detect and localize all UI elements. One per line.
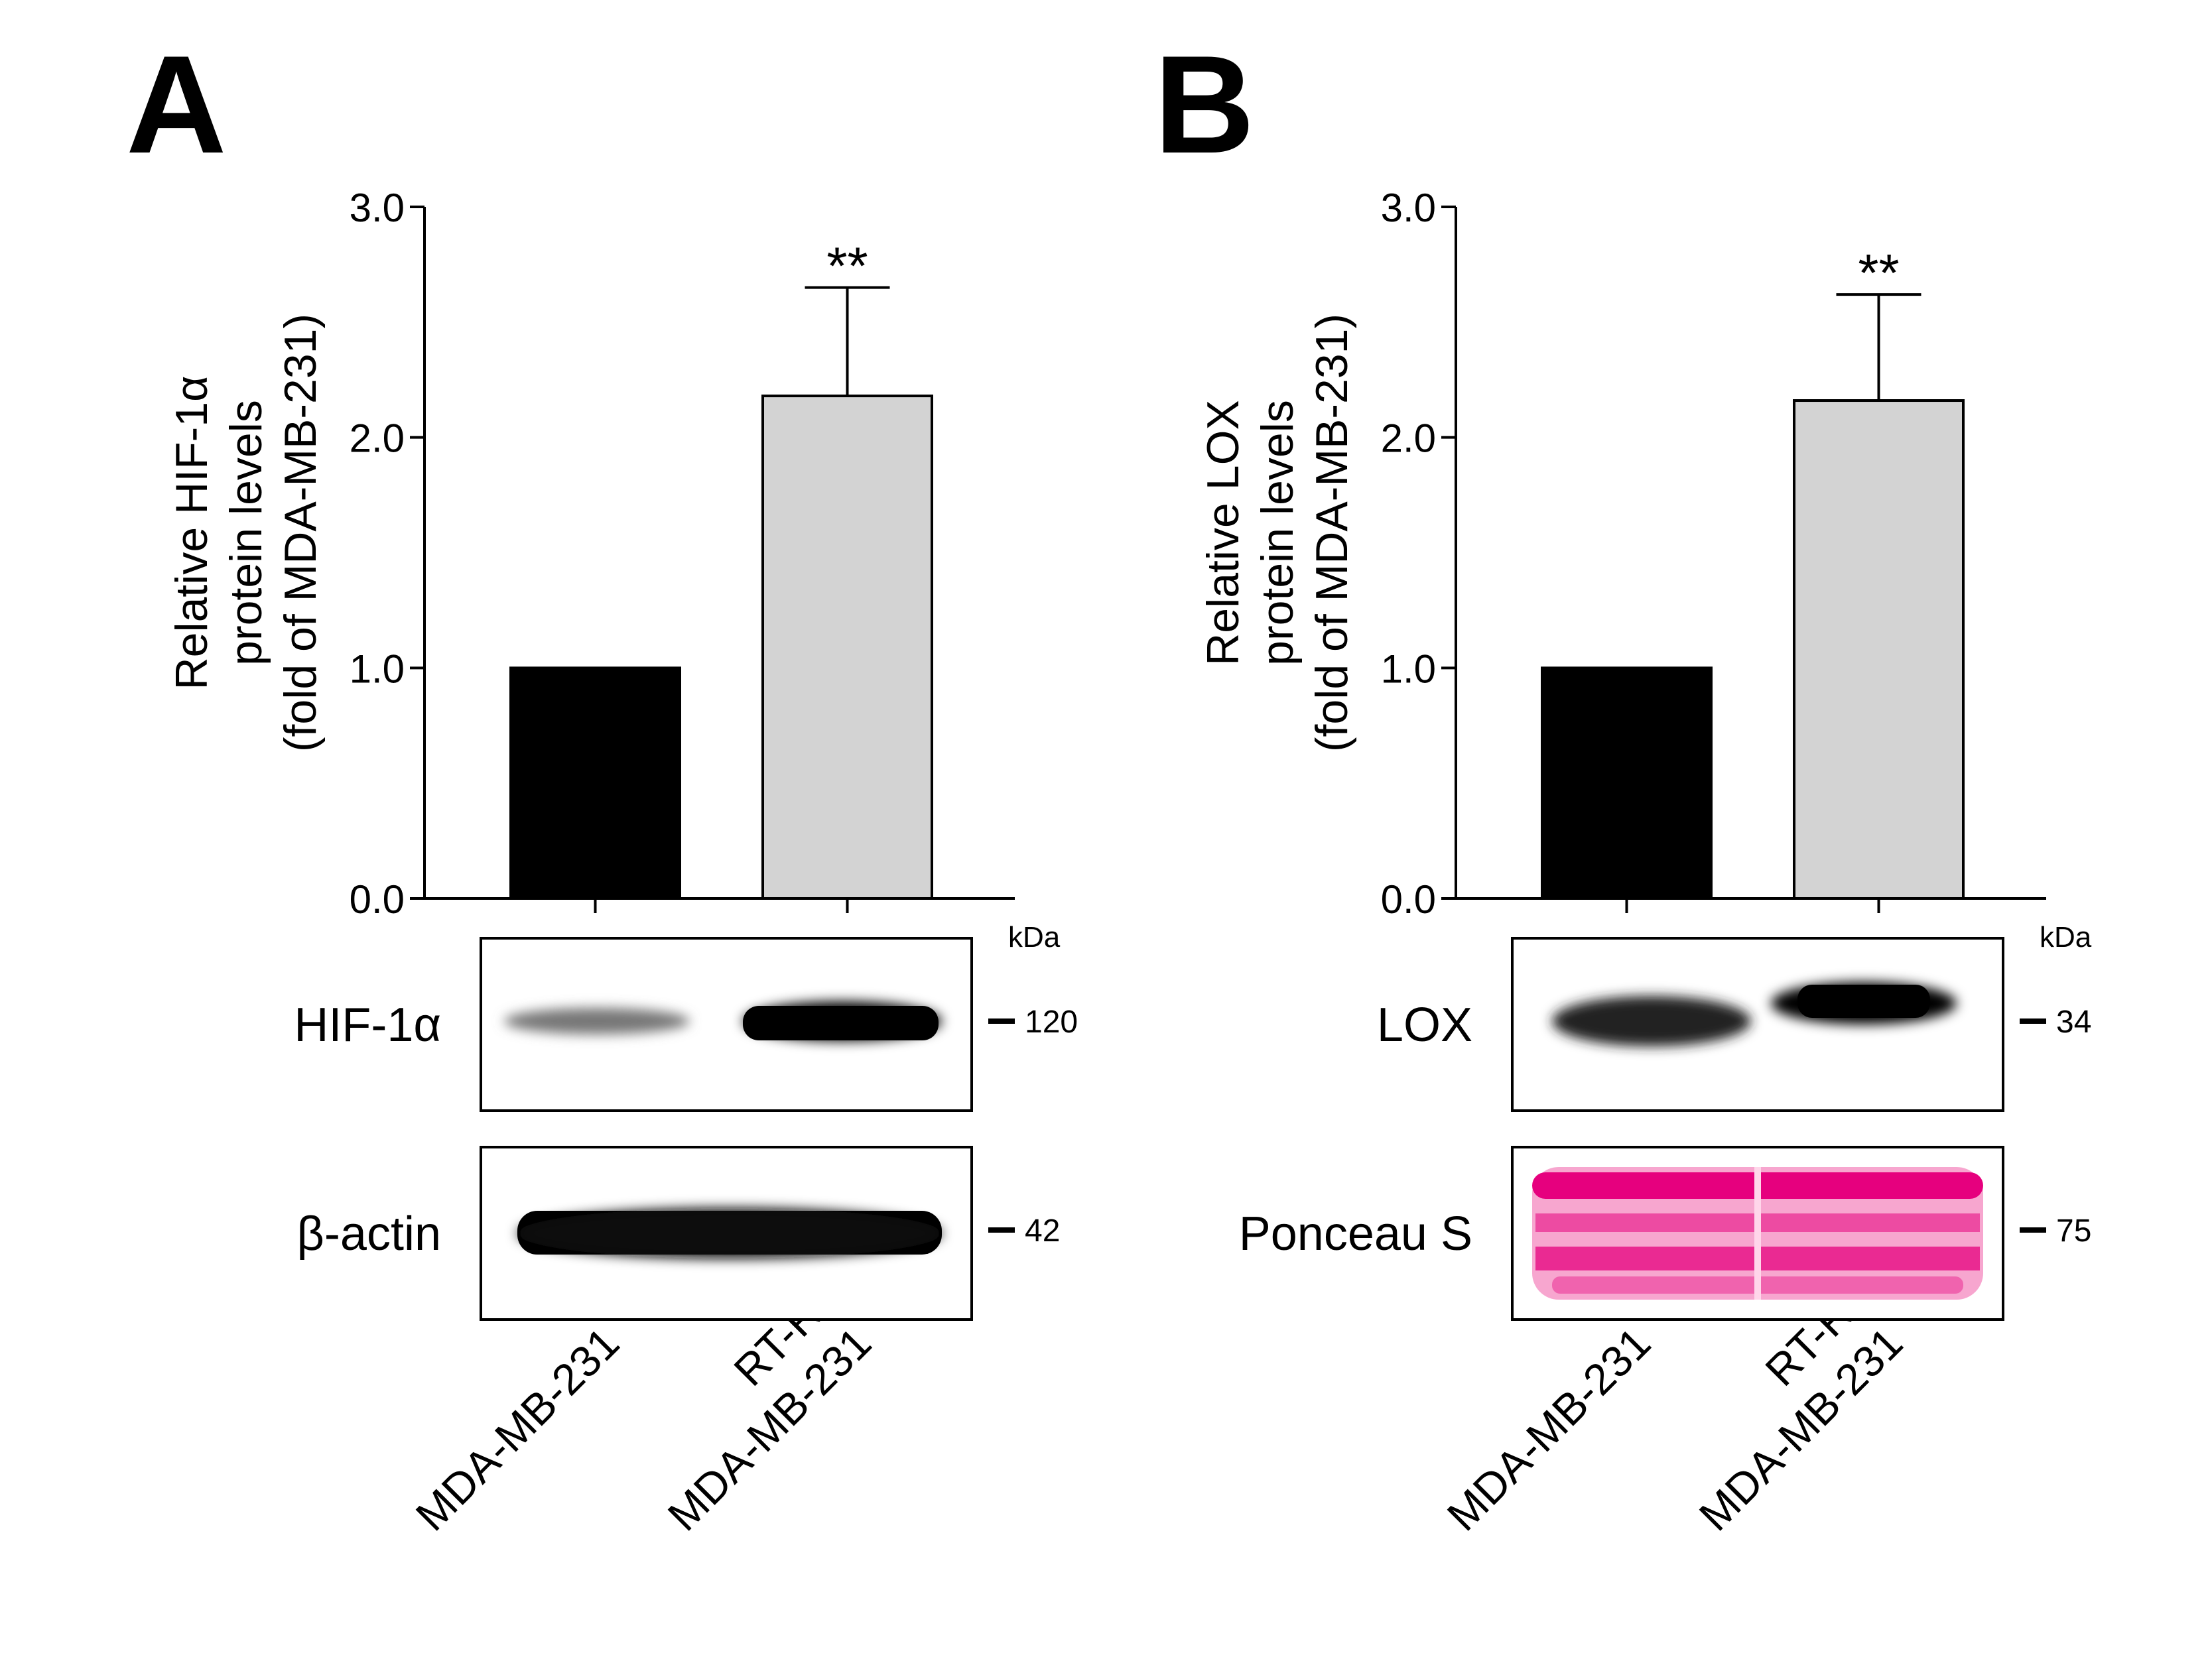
- panel-letter: A: [126, 27, 227, 182]
- blot-label: LOX: [1377, 999, 1472, 1052]
- blot-band: [743, 1006, 939, 1040]
- y-axis-label-line: (fold of MDA-MB-231): [275, 314, 326, 752]
- kda-marker-value: 34: [2056, 1005, 2091, 1040]
- blot-frame: [480, 1146, 973, 1321]
- panel-letter: B: [1154, 27, 1255, 182]
- y-axis-label-line: (fold of MDA-MB-231): [1307, 314, 1357, 752]
- significance-label: **: [1858, 243, 1899, 302]
- y-axis-label: Relative LOXprotein levels(fold of MDA-M…: [1198, 314, 1357, 752]
- blot-frame: [1511, 1146, 2004, 1321]
- y-axis-label-line: Relative LOX: [1198, 400, 1248, 666]
- y-axis-label-line: protein levels: [221, 400, 271, 666]
- bar: [761, 395, 933, 900]
- blot-band: [517, 1208, 942, 1259]
- kda-label: kDa: [2040, 921, 2092, 954]
- blot-band: [504, 1008, 690, 1034]
- bar: [509, 666, 681, 900]
- bar: [1541, 666, 1713, 900]
- significance-label: **: [826, 237, 868, 296]
- blot-frame: [1511, 937, 2004, 1112]
- y-tick-label: 3.0: [350, 186, 405, 230]
- blot-frame: [480, 937, 973, 1112]
- kda-marker-value: 75: [2056, 1213, 2091, 1249]
- blot-panel: [480, 1146, 973, 1321]
- x-category-label: MDA-MB-231: [1437, 1318, 1659, 1540]
- x-category-label-line: MDA-MB-231: [406, 1318, 628, 1540]
- kda-label: kDa: [1008, 921, 1061, 954]
- blot-panel: [1511, 1146, 2004, 1321]
- blot-band: [1797, 985, 1930, 1018]
- bar: [1793, 399, 1965, 900]
- blot-label: Ponceau S: [1239, 1207, 1472, 1261]
- y-axis-label: Relative HIF-1αprotein levels(fold of MD…: [166, 314, 326, 752]
- y-tick-label: 2.0: [350, 416, 405, 461]
- x-category-label-line: MDA-MB-231: [1437, 1318, 1659, 1540]
- y-tick-label: 3.0: [1381, 186, 1436, 230]
- blot-label: HIF-1α: [294, 999, 441, 1052]
- y-tick-label: 2.0: [1381, 416, 1436, 461]
- kda-marker-value: 42: [1025, 1213, 1060, 1249]
- blot-panel: [480, 937, 973, 1112]
- y-axis-label-line: protein levels: [1252, 400, 1303, 666]
- y-tick-label: 0.0: [1381, 877, 1436, 922]
- blot-band: [1552, 996, 1751, 1046]
- blot-label: β-actin: [297, 1207, 441, 1261]
- panel-b: B 0.0 1.0 2.0 3.0 Relative LOXprotein levels(…: [1154, 27, 2092, 1540]
- kda-marker-value: 120: [1025, 1005, 1078, 1040]
- y-axis-label-line: Relative HIF-1α: [166, 376, 217, 690]
- y-tick-label: 1.0: [350, 647, 405, 691]
- blot-panel: [1511, 937, 2004, 1112]
- y-tick-label: 1.0: [1381, 647, 1436, 691]
- x-category-label: MDA-MB-231: [406, 1318, 628, 1540]
- panel-a: A 0.0 1.0 2.0 3.0 Relative HIF-1αprotein leve…: [126, 27, 1078, 1540]
- y-tick-label: 0.0: [350, 877, 405, 922]
